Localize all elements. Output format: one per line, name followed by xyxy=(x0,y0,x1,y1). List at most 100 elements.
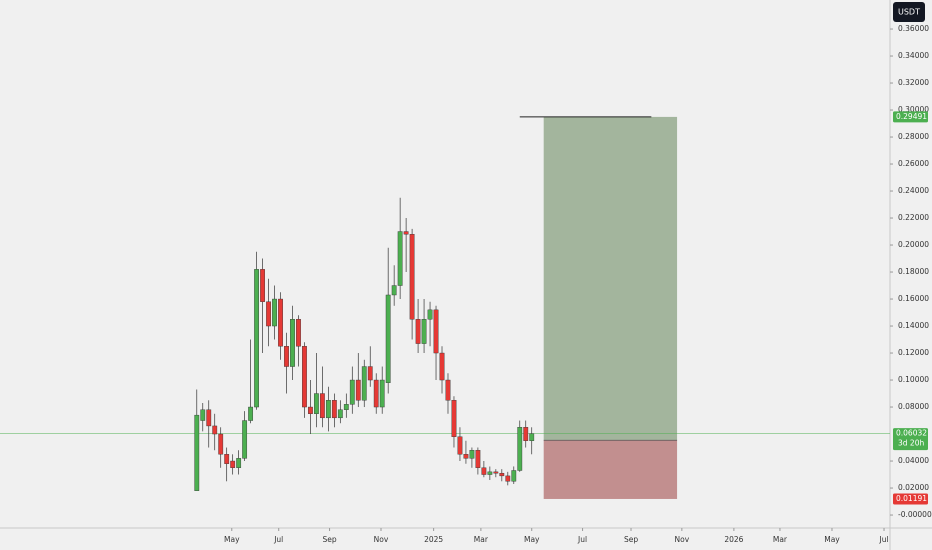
x-tick-label: May xyxy=(524,535,540,544)
candle-body xyxy=(278,298,283,347)
y-tick-label: 0.32000 xyxy=(898,78,929,87)
candle-body xyxy=(254,269,259,408)
x-tick-label: Mar xyxy=(474,535,489,544)
candle-body xyxy=(218,433,224,455)
candle-body xyxy=(499,472,505,477)
candle-body xyxy=(385,294,391,383)
candle-body xyxy=(469,450,475,459)
candle-body xyxy=(457,436,463,455)
candle-body xyxy=(415,319,421,344)
candle-body xyxy=(391,285,397,296)
profit-zone xyxy=(543,116,678,441)
x-tick-label: May xyxy=(224,535,240,544)
candle-body xyxy=(367,366,373,381)
candle-body xyxy=(319,393,325,419)
candle-body xyxy=(373,379,379,408)
candle-body xyxy=(248,406,254,421)
candle-body xyxy=(242,420,248,459)
price-label: 0.29491 xyxy=(896,112,927,121)
candle-body xyxy=(331,400,337,419)
candle-body xyxy=(194,414,200,491)
candle-body xyxy=(505,475,511,482)
y-tick-label: 0.04000 xyxy=(898,456,929,465)
candle-body xyxy=(439,352,445,381)
candle-body xyxy=(463,454,469,459)
y-tick-label: 0.22000 xyxy=(898,213,929,222)
candle-body xyxy=(314,393,319,414)
y-tick-label: 0.02000 xyxy=(898,483,929,492)
candle-body xyxy=(451,400,457,437)
y-tick-label: 0.10000 xyxy=(898,375,929,384)
candle-body xyxy=(529,433,535,441)
y-tick-label: 0.30000 xyxy=(898,105,929,114)
candle-body xyxy=(224,454,230,464)
y-tick-label: 0.24000 xyxy=(898,186,929,195)
countdown-label: 3d 20h xyxy=(898,439,924,448)
x-tick-label: Jul xyxy=(273,535,283,544)
candle-body xyxy=(487,471,493,475)
candle-body xyxy=(355,379,361,401)
candle-body xyxy=(379,379,385,408)
currency-button[interactable] xyxy=(893,2,925,22)
candle-body xyxy=(266,301,271,327)
x-tick-label: Nov xyxy=(675,535,690,544)
price-label-box xyxy=(893,493,928,505)
x-tick-label: 2025 xyxy=(424,535,443,544)
candle-body xyxy=(308,406,313,414)
candle-body xyxy=(361,366,367,401)
y-tick-label: 0.34000 xyxy=(898,51,929,60)
candle-body xyxy=(284,346,289,367)
candle-body xyxy=(397,231,403,286)
x-tick-label: Nov xyxy=(374,535,389,544)
y-tick-label: 0.20000 xyxy=(898,240,929,249)
price-label: 0.01191 xyxy=(896,494,927,503)
candle-body xyxy=(343,404,349,410)
candle-body xyxy=(403,231,409,235)
currency-label[interactable]: USDT xyxy=(898,8,920,17)
x-tick-label: Sep xyxy=(322,535,336,544)
candle-body xyxy=(272,298,277,327)
candle-body xyxy=(409,234,415,320)
candle-body xyxy=(296,319,301,347)
y-tick-label: 0.12000 xyxy=(898,348,929,357)
candle-body xyxy=(325,400,331,419)
y-tick-label: 0.08000 xyxy=(898,402,929,411)
y-tick-label: 0.26000 xyxy=(898,159,929,168)
candle-body xyxy=(206,409,212,427)
candle-body xyxy=(236,458,242,468)
x-tick-label: Sep xyxy=(624,535,638,544)
candle-body xyxy=(523,427,529,441)
candle-body xyxy=(481,467,487,475)
x-tick-label: Jul xyxy=(878,535,888,544)
candle-body xyxy=(511,470,517,482)
candle-body xyxy=(260,269,265,302)
y-tick-label: -0.00000 xyxy=(898,510,932,519)
candle-body xyxy=(427,309,433,320)
loss-zone xyxy=(543,440,678,499)
candle-body xyxy=(212,425,218,435)
price-label: 0.06032 xyxy=(896,429,927,438)
x-tick-label: May xyxy=(824,535,840,544)
candle-body xyxy=(445,379,451,401)
candle-body xyxy=(421,319,427,344)
candle-body xyxy=(433,309,439,354)
y-tick-label: 0.18000 xyxy=(898,267,929,276)
candle-body xyxy=(290,319,295,367)
candle-body xyxy=(302,346,307,408)
y-tick-label: 0.14000 xyxy=(898,321,929,330)
y-tick-label: 0.16000 xyxy=(898,294,929,303)
candle-body xyxy=(200,409,206,421)
x-tick-label: 2026 xyxy=(724,535,743,544)
candle-body xyxy=(493,471,499,474)
y-tick-label: 0.36000 xyxy=(898,24,929,33)
price-label-box xyxy=(893,111,928,123)
candle-body xyxy=(475,450,481,468)
candle-body xyxy=(337,409,343,419)
x-tick-label: Mar xyxy=(773,535,788,544)
price-label-box xyxy=(893,428,928,451)
candle-body xyxy=(230,460,236,468)
y-tick-label: 0.28000 xyxy=(898,132,929,141)
